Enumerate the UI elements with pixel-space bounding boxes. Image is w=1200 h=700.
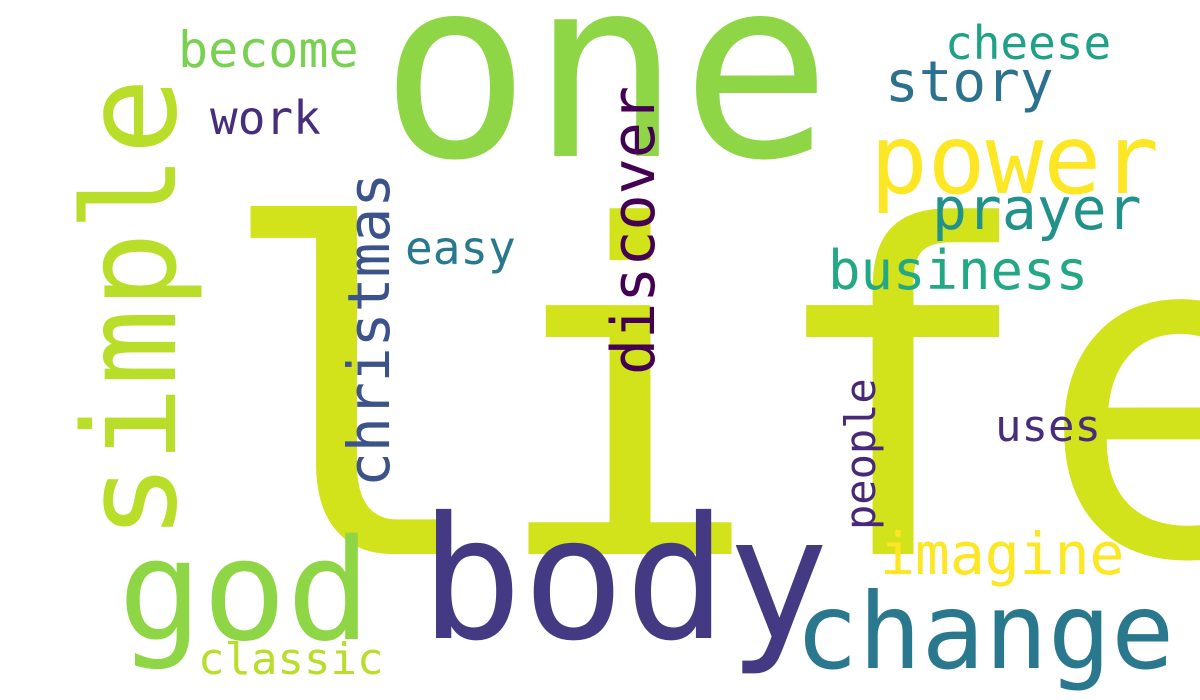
word-christmas: christmas — [335, 172, 403, 487]
word-story: story — [885, 50, 1054, 115]
word-classic: classic — [198, 634, 384, 685]
word-cheese: cheese — [945, 16, 1112, 70]
word-god: god — [118, 510, 371, 673]
word-one: one — [380, 0, 832, 215]
word-uses: uses — [995, 401, 1101, 452]
word-imagine: imagine — [880, 520, 1125, 588]
word-change: change — [795, 571, 1175, 693]
word-power: power — [870, 104, 1159, 216]
word-prayer: prayer — [932, 175, 1142, 243]
word-become: become — [178, 21, 359, 79]
word-simple: simple — [57, 77, 206, 540]
word-body: body — [420, 481, 830, 679]
word-people: people — [836, 378, 885, 530]
word-discover: discover — [599, 86, 669, 375]
word-easy: easy — [405, 221, 516, 275]
word-business: business — [828, 239, 1089, 302]
word-work: work — [210, 91, 321, 145]
word-life: life — [215, 133, 1200, 662]
